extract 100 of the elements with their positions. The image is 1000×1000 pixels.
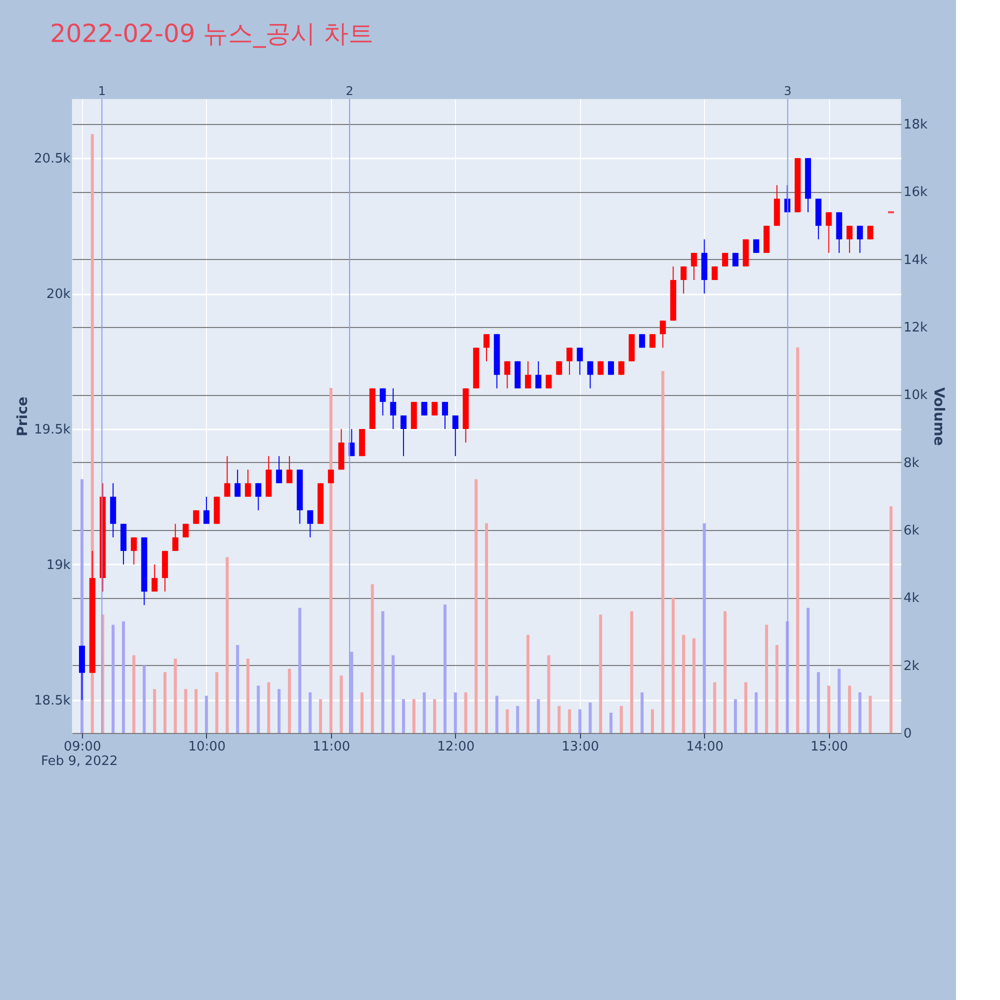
- bar: [640, 692, 644, 733]
- y-tick-label: 20.5k: [34, 152, 71, 167]
- candlestick: [826, 212, 832, 254]
- y2-tick-label: 16k: [904, 185, 928, 200]
- bar: [360, 692, 364, 733]
- y2-tick-label: 18k: [904, 118, 928, 133]
- candlestick: [660, 320, 666, 348]
- y2-tick-label: 12k: [904, 320, 928, 336]
- bar: [724, 611, 727, 733]
- candlestick: [524, 360, 531, 389]
- bar: [163, 672, 166, 733]
- candlestick: [328, 469, 334, 484]
- candlestick: [152, 564, 158, 592]
- bar: [204, 696, 208, 733]
- bar: [246, 658, 250, 733]
- bar: [702, 523, 706, 733]
- y2-tick-label: 2k: [904, 658, 920, 674]
- bar: [588, 702, 592, 733]
- bar: [215, 672, 218, 733]
- bar: [184, 689, 188, 733]
- bar: [298, 608, 302, 733]
- x-tick-label: 15:00: [810, 740, 848, 754]
- y2-tick-label: 10k: [904, 388, 928, 404]
- bar: [454, 692, 457, 733]
- bar: [402, 699, 406, 733]
- bar: [568, 709, 571, 733]
- bar: [578, 709, 582, 733]
- candlestick: [182, 523, 189, 538]
- candlestick: [535, 360, 542, 389]
- bar: [827, 686, 830, 733]
- bar: [288, 668, 291, 733]
- bar: [392, 655, 395, 733]
- y2-axis-title: Volume: [930, 387, 947, 446]
- x-tick-label: 11:00: [312, 740, 350, 754]
- candlestick: [722, 252, 728, 267]
- y2-tick-label: 6k: [904, 524, 920, 539]
- candlestick: [566, 347, 572, 376]
- y-axis-title: Price: [15, 396, 32, 436]
- candlestick: [390, 388, 396, 430]
- text: 2: [346, 84, 354, 98]
- bar: [112, 624, 115, 733]
- bar: [474, 479, 478, 733]
- bar: [267, 682, 270, 733]
- bar: [433, 699, 436, 733]
- candlestick: [732, 252, 738, 267]
- y-tick-label: 19k: [46, 558, 71, 573]
- bar: [609, 712, 612, 733]
- y2-tick-label: 14k: [904, 252, 928, 268]
- candlestick: [712, 266, 718, 280]
- y-tick-label: 18.5k: [34, 693, 71, 708]
- bar: [329, 388, 332, 733]
- bar: [547, 655, 550, 733]
- bar: [122, 621, 125, 733]
- x-tick-label: 14:00: [686, 740, 724, 754]
- candlestick: [504, 360, 510, 389]
- bar: [796, 347, 800, 733]
- candlestick: [203, 496, 210, 524]
- bar: [278, 689, 281, 733]
- candlestick: [856, 225, 863, 254]
- bar: [516, 706, 520, 733]
- bar: [536, 699, 540, 733]
- candlestick: [400, 414, 407, 457]
- bar: [890, 506, 893, 733]
- candlestick: [193, 510, 200, 524]
- bar: [682, 634, 686, 733]
- x-tick-label: 13:00: [562, 740, 600, 754]
- candlestick: [224, 456, 230, 498]
- candlestick: [442, 401, 448, 430]
- bar: [526, 634, 530, 733]
- candlestick: [172, 523, 178, 552]
- candlestick: [380, 388, 386, 416]
- candlestick: [753, 238, 760, 254]
- bar: [444, 604, 447, 733]
- text: 1: [98, 84, 106, 98]
- bar: [464, 692, 468, 733]
- bar: [174, 658, 177, 733]
- bar: [412, 699, 416, 733]
- x-tick-label: 12:00: [437, 740, 475, 754]
- bar: [226, 557, 229, 733]
- candlestick: [307, 510, 314, 538]
- candlestick: [618, 360, 624, 376]
- bar: [370, 584, 374, 733]
- bar: [620, 706, 623, 733]
- bar: [754, 692, 758, 733]
- bar: [650, 709, 654, 733]
- bar: [132, 655, 136, 733]
- bar: [672, 598, 675, 733]
- x-tick-label: 10:00: [188, 740, 226, 754]
- bar: [485, 523, 488, 733]
- candlestick: [867, 225, 874, 240]
- candlestick: [649, 334, 656, 348]
- bar: [236, 645, 240, 733]
- bar: [868, 696, 872, 733]
- bar: [142, 665, 146, 733]
- bar: [308, 692, 312, 733]
- bar: [734, 699, 737, 733]
- bar: [858, 692, 862, 733]
- candlestick: [432, 401, 438, 416]
- candlestick: [846, 225, 853, 254]
- candlestick: [639, 334, 646, 348]
